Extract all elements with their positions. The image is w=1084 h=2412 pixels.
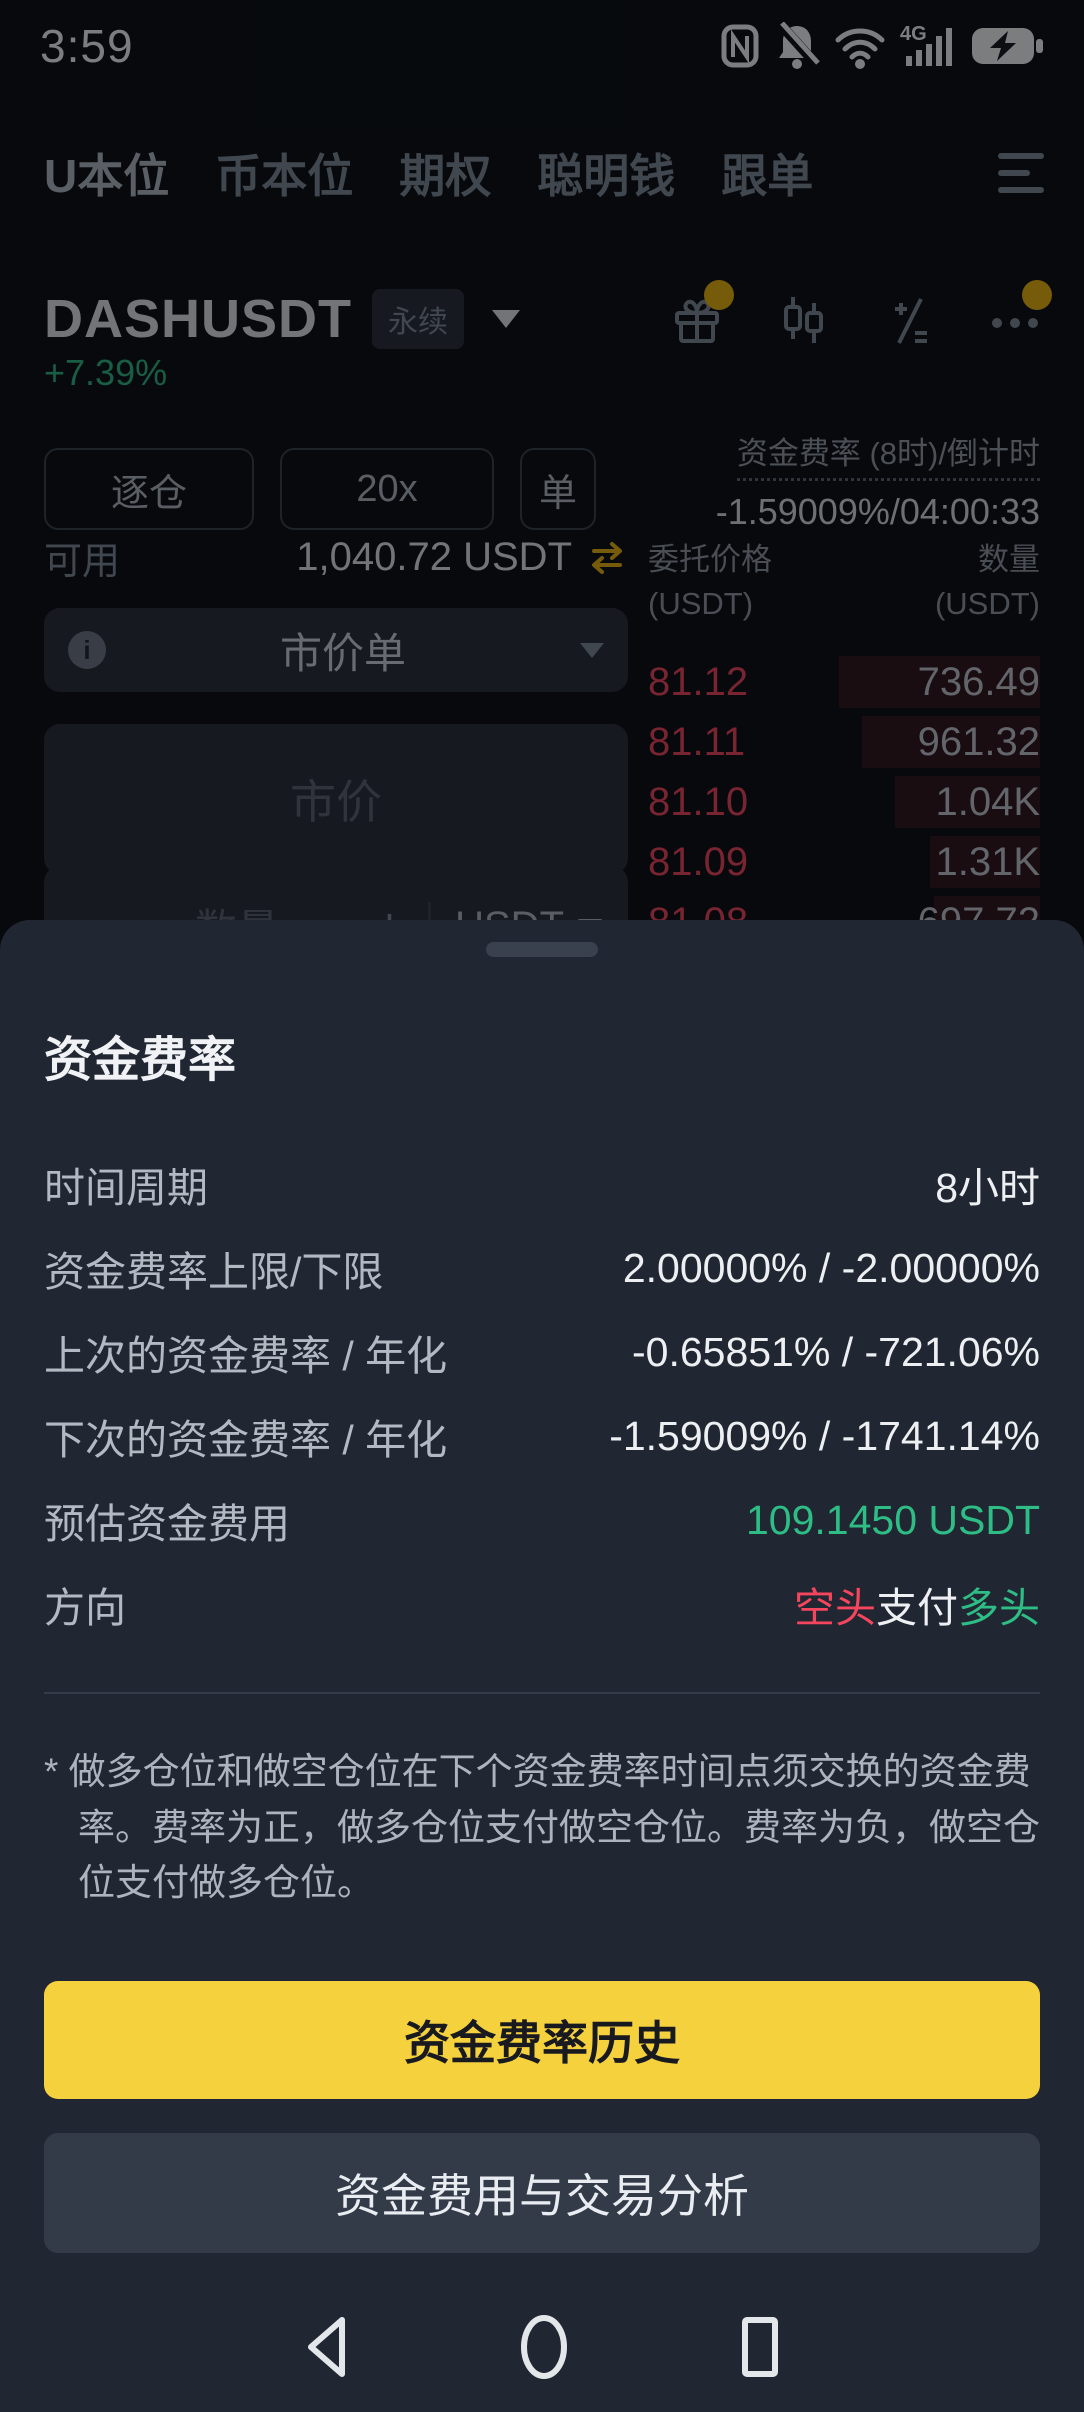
row-last-rate: 上次的资金费率 / 年化 -0.65851% / -721.06% xyxy=(44,1328,1040,1380)
funding-rate-sheet: 资金费率 时间周期 8小时 资金费率上限/下限 2.00000% / -2.00… xyxy=(0,920,1084,2412)
sheet-title: 资金费率 xyxy=(44,1034,237,1087)
row-interval: 时间周期 8小时 xyxy=(44,1165,1040,1211)
drag-handle[interactable] xyxy=(486,942,598,957)
home-icon[interactable] xyxy=(518,2311,570,2383)
android-nav-bar xyxy=(0,2282,1084,2412)
recents-icon[interactable] xyxy=(738,2313,782,2381)
row-estimated-fee: 预估资金费用 109.1450 USDT xyxy=(44,1496,1040,1548)
row-next-rate: 下次的资金费率 / 年化 -1.59009% / -1741.14% xyxy=(44,1412,1040,1464)
back-icon[interactable] xyxy=(302,2313,350,2381)
row-direction: 方向 空头支付多头 xyxy=(44,1585,1040,1631)
funding-analysis-button[interactable]: 资金费用与交易分析 xyxy=(44,2132,1040,2253)
divider xyxy=(44,1692,1040,1694)
direction-short: 空头 xyxy=(794,1585,876,1631)
direction-long: 多头 xyxy=(958,1585,1040,1631)
funding-note: * 做多仓位和做空仓位在下个资金费率时间点须交换的资金费率。费率为正，做多仓位支… xyxy=(44,1751,1040,1903)
funding-detail-rows: 时间周期 8小时 资金费率上限/下限 2.00000% / -2.00000% … xyxy=(44,1142,1040,1646)
direction-pays: 支付 xyxy=(876,1585,958,1631)
funding-history-button[interactable]: 资金费率历史 xyxy=(44,1980,1040,2099)
row-cap-floor: 资金费率上限/下限 2.00000% / -2.00000% xyxy=(44,1244,1040,1296)
